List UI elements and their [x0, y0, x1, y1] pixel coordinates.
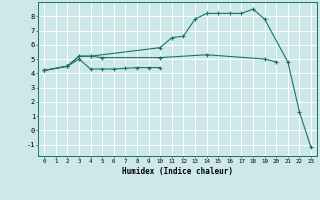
X-axis label: Humidex (Indice chaleur): Humidex (Indice chaleur) [122, 167, 233, 176]
